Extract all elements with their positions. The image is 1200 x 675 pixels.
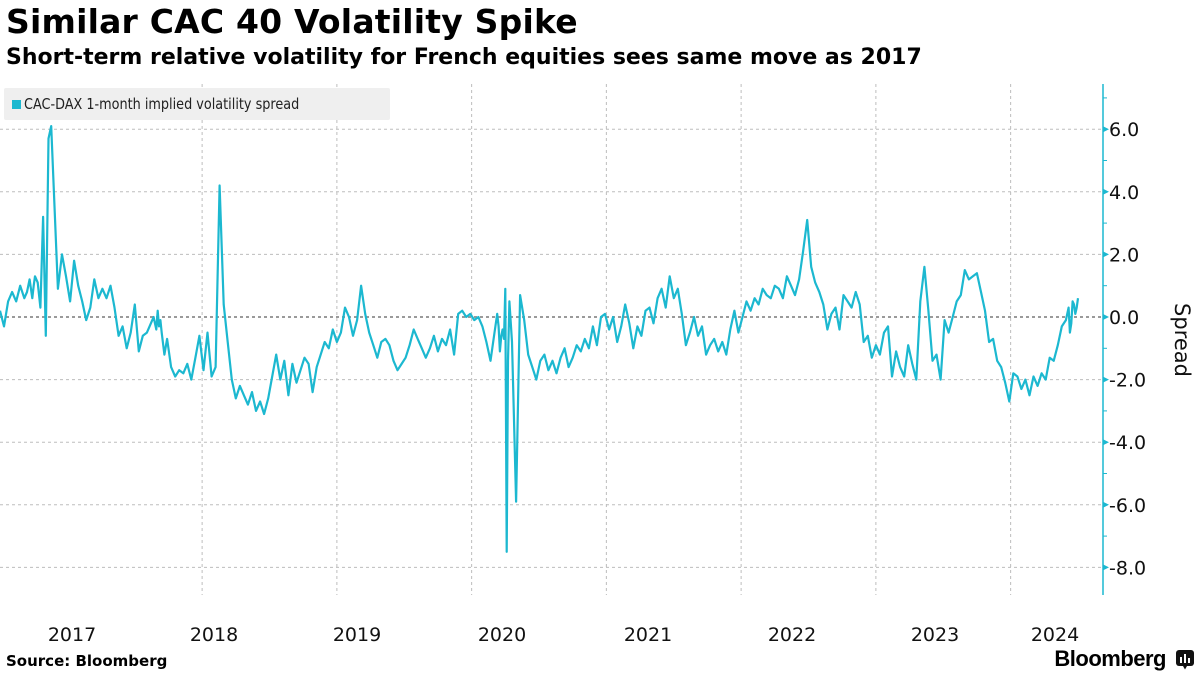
x-axis-labels: 2017 2018 2019 2020 2021 2022 2023 2024 <box>48 624 1079 646</box>
y-tick-label: 0.0 <box>1109 307 1139 329</box>
x-tick-label: 2021 <box>624 624 672 646</box>
x-tick-label: 2020 <box>478 624 526 646</box>
x-tick-label: 2017 <box>48 624 96 646</box>
bloomberg-logo: Bloomberg <box>1054 646 1166 671</box>
series-layer <box>0 125 1080 553</box>
legend: CAC-DAX 1-month implied volatility sprea… <box>4 88 390 120</box>
y-tick-label: -6.0 <box>1109 495 1146 517</box>
x-tick-label: 2022 <box>768 624 816 646</box>
source-note: Source: Bloomberg <box>6 652 168 670</box>
y-major-tick <box>1103 501 1109 508</box>
y-axis-title: Spread <box>1170 303 1194 377</box>
chart-subtitle: Short-term relative volatility for Frenc… <box>6 45 922 70</box>
grid-layer <box>0 84 1103 595</box>
y-major-tick <box>1103 126 1109 133</box>
y-tick-label: 6.0 <box>1109 119 1139 141</box>
x-tick-label: 2018 <box>190 624 238 646</box>
legend-label: CAC-DAX 1-month implied volatility sprea… <box>24 95 300 113</box>
y-axis: 6.0 4.0 2.0 0.0 -2.0 -4.0 -6.0 -8.0 <box>1102 84 1146 595</box>
y-major-tick <box>1103 251 1109 258</box>
y-tick-label: 2.0 <box>1109 244 1139 266</box>
y-major-tick <box>1103 188 1109 195</box>
y-tick-label: -4.0 <box>1109 432 1146 454</box>
y-tick-label: 4.0 <box>1109 182 1139 204</box>
y-tick-label: -8.0 <box>1109 557 1146 579</box>
x-tick-label: 2024 <box>1031 624 1079 646</box>
y-tick-label: -2.0 <box>1109 370 1146 392</box>
series-line <box>0 125 1080 553</box>
y-major-tick <box>1103 439 1109 446</box>
y-major-tick <box>1103 314 1109 320</box>
y-major-tick <box>1103 376 1109 383</box>
x-tick-label: 2023 <box>911 624 959 646</box>
y-major-tick <box>1103 564 1109 571</box>
chart-title: Similar CAC 40 Volatility Spike <box>6 2 578 41</box>
bloomberg-terminal-icon <box>1176 650 1194 670</box>
legend-swatch <box>12 99 21 109</box>
x-tick-label: 2019 <box>333 624 381 646</box>
